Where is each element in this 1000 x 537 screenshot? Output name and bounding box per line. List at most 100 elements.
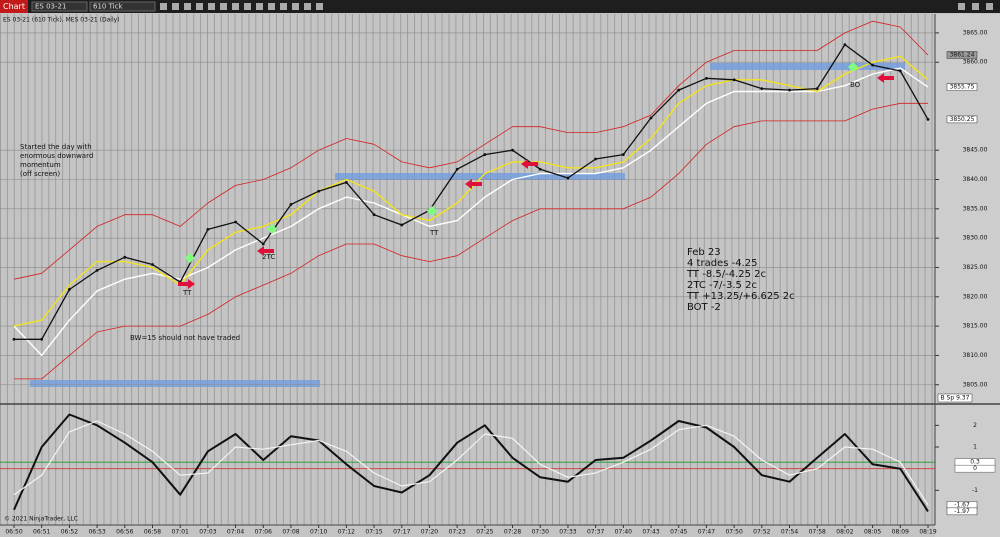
- price-point: [344, 181, 348, 184]
- x-tick-label: 06:58: [144, 529, 161, 536]
- zone: [30, 380, 320, 387]
- x-tick-label: 07:33: [559, 529, 576, 536]
- price-tag: [946, 83, 978, 91]
- status-box: [937, 393, 973, 403]
- x-tick-label: 08:09: [892, 529, 909, 536]
- annotation: TT -8.5/-4.25 2c: [686, 269, 766, 280]
- price-tag: [946, 51, 978, 59]
- price-tag-label: 3850.25: [950, 116, 975, 123]
- price-tag-label: -1.97: [954, 508, 970, 515]
- series-line: [13, 420, 929, 506]
- price-point: [40, 337, 44, 341]
- x-tick-label: 08:05: [864, 529, 881, 536]
- series-line: [13, 20, 929, 280]
- y-tick-label: 3830.00: [963, 235, 988, 242]
- arrow: [877, 73, 894, 83]
- y-tick-label: 3860.00: [963, 59, 988, 66]
- annotation: momentum: [20, 161, 61, 169]
- price-point: [234, 220, 237, 224]
- y-tick-label: 3865.00: [963, 29, 988, 36]
- price-tag-label: 3861.24: [950, 51, 975, 58]
- x-tick-label: 07:40: [615, 529, 632, 536]
- price-point: [317, 189, 321, 193]
- price-tag: [946, 115, 978, 124]
- price-point: [760, 87, 764, 91]
- x-tick-label: 07:06: [255, 529, 272, 536]
- x-tick-label: 07:03: [199, 529, 216, 536]
- x-tick-label: 07:04: [227, 529, 244, 536]
- x-tick-label: 06:53: [88, 529, 105, 536]
- zone: [710, 63, 905, 70]
- price-point: [95, 269, 99, 272]
- x-tick-label: 07:08: [282, 529, 299, 536]
- x-tick-label: 07:58: [809, 529, 826, 536]
- price-point: [788, 88, 791, 92]
- price-point: [705, 76, 708, 80]
- x-tick-label: 06:56: [116, 529, 133, 536]
- zones: [30, 63, 905, 387]
- y-tick-label: 3845.00: [963, 147, 988, 154]
- x-tick-label: 07:47: [698, 529, 715, 536]
- chart-header: ES 03-21 (610 Tick), MES 03-21 (Daily): [3, 17, 120, 24]
- price-point: [538, 167, 542, 171]
- price-point: [400, 223, 404, 227]
- y-tick-label: -1: [972, 487, 978, 494]
- annotation: BOT -2: [687, 302, 721, 313]
- price-point: [871, 63, 875, 67]
- price-point: [12, 337, 16, 341]
- interval-select[interactable]: [89, 1, 156, 12]
- price-point: [483, 153, 487, 156]
- chart-tab[interactable]: [0, 0, 28, 13]
- price-point: [455, 167, 459, 171]
- annotation: TT: [182, 289, 192, 297]
- series-line: [13, 413, 929, 512]
- x-tick-label: 07:28: [504, 529, 521, 536]
- window-title: Chart: [3, 2, 25, 11]
- series-line: [14, 102, 928, 380]
- status: B Sp 9.37: [941, 395, 970, 402]
- y-tick-label: 3835.00: [963, 205, 988, 212]
- price-point: [206, 227, 210, 231]
- x-tick-label: 07:15: [365, 529, 382, 536]
- signal: [427, 206, 437, 216]
- price-point: [289, 203, 293, 206]
- price-point: [261, 242, 265, 246]
- level-tag-label: 0.3: [970, 459, 980, 466]
- price-point: [898, 69, 902, 73]
- annotation: BO: [850, 81, 861, 89]
- instrument-select[interactable]: [31, 1, 88, 12]
- price-point: [594, 157, 598, 161]
- y-tick-label: 3825.00: [963, 264, 988, 271]
- price-tag: [946, 507, 978, 516]
- trade-markers: [178, 62, 894, 289]
- x-tick-label: 07:45: [670, 529, 687, 536]
- annotation: Started the day with: [20, 143, 92, 151]
- price-point: [621, 153, 625, 156]
- x-tick-label: 07:25: [476, 529, 493, 536]
- price-point: [566, 176, 570, 180]
- price-tag-label: 3855.75: [950, 84, 975, 91]
- x-tick-label: 07:10: [310, 529, 327, 536]
- annotation: BW=15 should not have traded: [130, 334, 240, 342]
- price-point: [649, 116, 653, 120]
- y-tick-label: 3820.00: [963, 293, 988, 300]
- x-tick-label: 07:01: [172, 529, 189, 536]
- annotation: 2TC -7/-3.5 2c: [687, 280, 757, 291]
- toolbar-icons[interactable]: [160, 3, 993, 10]
- x-tick-label: 07:43: [642, 529, 659, 536]
- x-tick-label: 07:30: [532, 529, 549, 536]
- y-tick-label: 3840.00: [963, 176, 988, 183]
- price-point: [677, 88, 681, 92]
- price-point: [372, 213, 376, 217]
- annotation: TT: [429, 229, 439, 237]
- annotation: (off screen): [20, 170, 60, 178]
- level-tag-label: 0: [973, 465, 977, 472]
- y-tick-label: 2: [973, 422, 977, 429]
- y-tick-label: 3815.00: [963, 323, 988, 330]
- copyright: © 2021 NinjaTrader, LLC: [4, 516, 78, 523]
- series-line: [13, 55, 929, 327]
- x-tick-label: 06:51: [33, 529, 50, 536]
- x-tick-label: 06:50: [5, 529, 22, 536]
